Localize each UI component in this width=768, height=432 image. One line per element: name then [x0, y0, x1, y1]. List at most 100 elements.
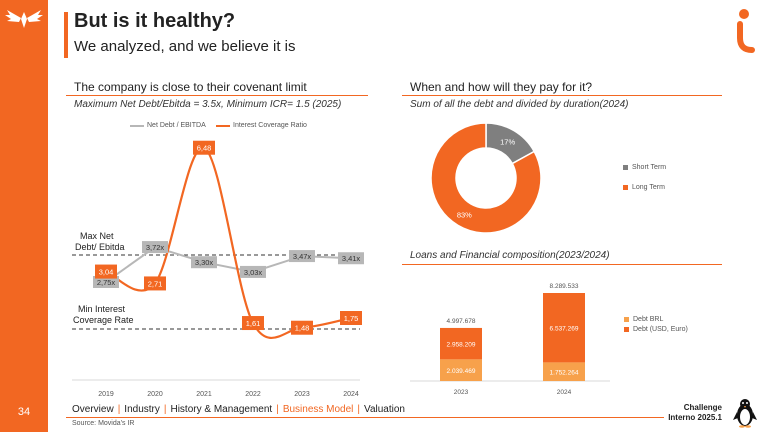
bar-label-2024-brl: 1.752.264	[550, 370, 579, 377]
annotation-max-line2: Debt/ Ebitda	[75, 242, 125, 252]
legend-label-net-debt: Net Debt / EBITDA	[147, 122, 206, 129]
nav-item-business-model[interactable]: Business Model	[282, 404, 354, 415]
legend-swatch-orange	[216, 124, 230, 127]
page-title: But is it healthy?	[74, 10, 236, 32]
bar-legend-brl: Debt BRL	[624, 316, 663, 323]
legend-label-long: Long Term	[632, 184, 665, 191]
icr-point-2020	[144, 276, 166, 291]
right-bottom-subheading: Loans and Financial composition(2023/202…	[410, 250, 610, 261]
net-debt-label-2023: 3,47x	[293, 252, 312, 261]
x-tick-label-2023: 2023	[294, 391, 310, 398]
x-tick-label-2020: 2020	[147, 391, 163, 398]
challenge-label: Challenge Interno 2025.1	[666, 403, 722, 423]
icr-point-2024	[340, 311, 362, 325]
sidebar: 34	[0, 0, 48, 432]
bar-segment-2024-usd-euro	[543, 293, 585, 363]
net-debt-point-2021	[191, 256, 217, 269]
legend-label-short: Short Term	[632, 164, 667, 171]
right-top-subheading: Sum of all the debt and divided by durat…	[410, 99, 629, 110]
x-tick-label-2021: 2021	[196, 391, 212, 398]
line-legend-net-debt: Net Debt / EBITDA	[130, 122, 206, 129]
legend-label-usd: Debt (USD, Euro)	[633, 326, 688, 333]
legend-swatch-short	[623, 165, 628, 170]
winged-logo-icon	[5, 10, 43, 28]
net-debt-label-2022: 3,03x	[244, 268, 263, 277]
title-accent-bar	[64, 12, 68, 58]
icr-label-2020: 2,71	[148, 279, 163, 288]
right-section-heading: When and how will they pay for it?	[410, 80, 593, 94]
page-subtitle: We analyzed, and we believe it is	[74, 38, 296, 55]
nav-separator: |	[357, 404, 361, 415]
bottom-nav: Overview | Industry | History & Management | B…	[72, 404, 405, 415]
icr-label-2021: 6,48	[197, 144, 212, 153]
annotation-min-line1: Min Interest	[78, 304, 126, 314]
net-debt-label-2021: 3,30x	[195, 258, 214, 267]
brand-i-logo-icon	[737, 9, 755, 53]
legend-swatch-gray	[130, 124, 144, 127]
net-debt-point-2022	[240, 265, 266, 278]
bar-label-2023-brl: 2.039.469	[447, 368, 476, 375]
bar-segment-2023-brl	[440, 359, 482, 381]
donut-label-long-term: 83%	[457, 211, 472, 220]
net-debt-label-2019: 2,75x	[97, 278, 116, 287]
net-debt-point-2023	[289, 250, 315, 263]
source-note: Source: Movida's IR	[72, 420, 135, 427]
nav-item-history-management[interactable]: History & Management	[170, 404, 273, 415]
icr-label-2023: 1,48	[295, 324, 310, 333]
net-debt-label-2024: 3,41x	[342, 254, 361, 263]
donut-slice-long-term	[430, 122, 542, 234]
bar-legend-usd: Debt (USD, Euro)	[624, 326, 688, 333]
donut-legend-long: Long Term	[623, 184, 665, 191]
donut-legend-short: Short Term	[623, 164, 666, 171]
legend-swatch-usd	[624, 327, 629, 332]
right-section-divider	[402, 95, 722, 96]
challenge-line1: Challenge	[683, 403, 722, 412]
left-section-subheading: Maximum Net Debt/Ebitda = 3.5x, Minimum …	[74, 99, 342, 110]
icr-label-2022: 1,61	[246, 319, 261, 328]
legend-swatch-brl	[624, 317, 629, 322]
left-section-heading: The company is close to their covenant l…	[74, 80, 307, 94]
bar-segment-2023-usd-euro	[440, 327, 482, 360]
legend-swatch-long	[623, 185, 628, 190]
bar-segment-2024-brl	[543, 362, 585, 381]
left-section-divider	[66, 95, 368, 96]
bar-label-2023-usd-euro: 2.958.209	[447, 342, 476, 349]
x-tick-label-2024: 2024	[343, 391, 359, 398]
x-tick-label-2019: 2019	[98, 391, 114, 398]
icr-label-2019: 3,04	[99, 268, 114, 277]
legend-label-icr: Interest Coverage Ratio	[233, 122, 307, 129]
bar-total-2024: 8.289.533	[550, 283, 579, 290]
penguin-icon	[733, 399, 757, 428]
page-number: 34	[17, 406, 31, 418]
nav-separator: |	[163, 404, 167, 415]
icr-point-2021	[193, 140, 215, 155]
bottom-divider	[66, 417, 664, 418]
annotation-max-line1: Max Net	[80, 231, 114, 241]
legend-label-brl: Debt BRL	[633, 316, 664, 323]
net-debt-point-2020	[142, 241, 168, 254]
icr-label-2024: 1,75	[344, 314, 359, 323]
nav-item-valuation[interactable]: Valuation	[364, 404, 405, 415]
nav-separator: |	[117, 404, 121, 415]
icr-point-2022	[242, 316, 264, 331]
bar-label-2024-usd-euro: 6.537.269	[550, 326, 579, 333]
donut-label-short-term: 17%	[500, 137, 515, 146]
net-debt-point-2024	[338, 252, 364, 265]
bar-x-tick-2024: 2024	[557, 389, 572, 396]
nav-separator: |	[276, 404, 279, 415]
line-legend-icr: Interest Coverage Ratio	[216, 122, 307, 129]
icr-point-2019	[95, 264, 117, 279]
annotation-min-line2: Coverage Rate	[73, 315, 134, 325]
right-bottom-divider	[402, 264, 722, 265]
nav-item-overview[interactable]: Overview	[72, 404, 114, 415]
challenge-line2: Interno 2025.1	[668, 413, 722, 422]
net-debt-label-2020: 3,72x	[146, 243, 165, 252]
net-debt-point-2019	[93, 276, 119, 288]
x-tick-label-2022: 2022	[245, 391, 261, 398]
nav-item-industry[interactable]: Industry	[124, 404, 160, 415]
icr-point-2023	[291, 320, 313, 335]
bar-total-2023: 4.997.678	[447, 318, 476, 325]
